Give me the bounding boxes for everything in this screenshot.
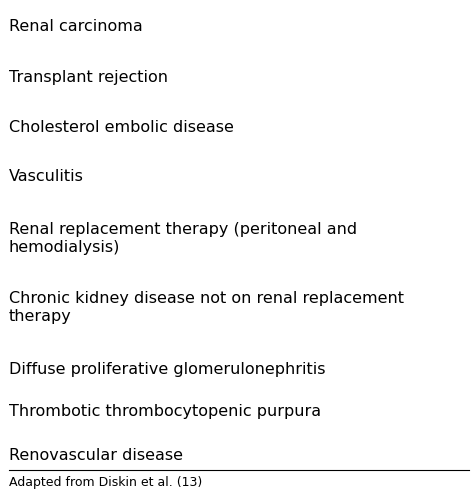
Text: Renal carcinoma: Renal carcinoma: [9, 19, 142, 34]
Text: Transplant rejection: Transplant rejection: [9, 70, 167, 85]
Text: Thrombotic thrombocytopenic purpura: Thrombotic thrombocytopenic purpura: [9, 404, 320, 419]
Text: Cholesterol embolic disease: Cholesterol embolic disease: [9, 120, 233, 135]
Text: Vasculitis: Vasculitis: [9, 169, 83, 184]
Text: Renal replacement therapy (peritoneal and
hemodialysis): Renal replacement therapy (peritoneal an…: [9, 222, 356, 255]
Text: Adapted from Diskin et al. (13): Adapted from Diskin et al. (13): [9, 476, 202, 489]
Text: Chronic kidney disease not on renal replacement
therapy: Chronic kidney disease not on renal repl…: [9, 291, 403, 324]
Text: Diffuse proliferative glomerulonephritis: Diffuse proliferative glomerulonephritis: [9, 362, 325, 377]
Text: Renovascular disease: Renovascular disease: [9, 448, 182, 463]
